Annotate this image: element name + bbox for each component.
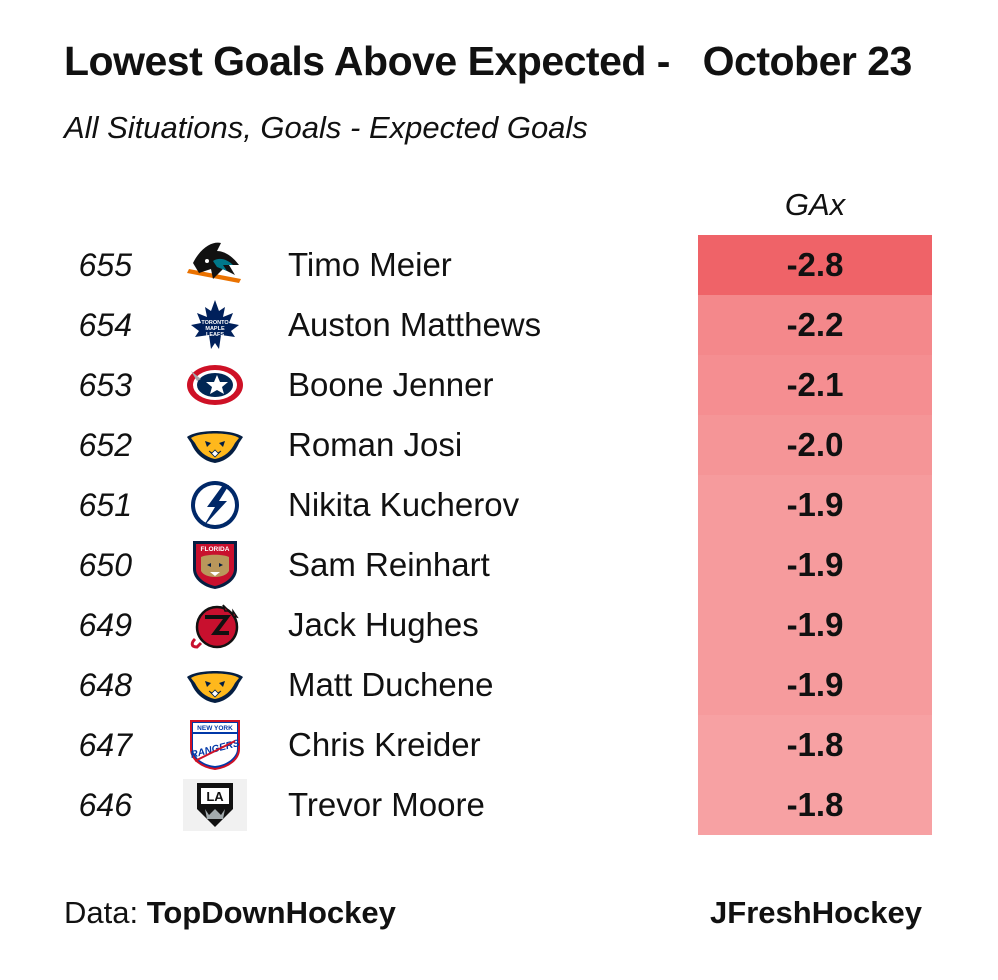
rank-label: 653	[78, 367, 132, 403]
sharks-logo-icon	[183, 239, 247, 291]
svg-text:NEW YORK: NEW YORK	[197, 725, 233, 732]
rank-label: 650	[78, 547, 132, 583]
player-name: Roman Josi	[288, 426, 463, 463]
gax-value-cell: -1.8	[698, 775, 932, 835]
gax-value-cell: -1.9	[698, 475, 932, 535]
gax-value-cell: -2.1	[698, 355, 932, 415]
svg-text:MAPLE: MAPLE	[205, 326, 225, 332]
brand-credit: JFreshHockey	[710, 895, 922, 930]
rank-label: 646	[78, 787, 132, 823]
panthers-logo-icon: FLORIDA	[183, 539, 247, 591]
maple-leafs-logo-icon: TORONTO MAPLE LEAFS	[183, 299, 247, 351]
predators-logo-icon	[183, 419, 247, 471]
lightning-logo-icon	[183, 479, 247, 531]
table-row: 648 Matt Duchene -1.9	[0, 655, 998, 715]
kings-logo-icon: LA	[183, 779, 247, 831]
table-row: 654 TORONTO MAPLE LEAFS Auston Matthews -…	[0, 295, 998, 355]
svg-text:TORONTO: TORONTO	[201, 320, 229, 326]
gax-value-cell: -2.8	[698, 235, 932, 295]
player-name: Nikita Kucherov	[288, 486, 520, 523]
svg-text:LEAFS: LEAFS	[206, 332, 224, 338]
data-source-credit: Data: TopDownHockey	[64, 895, 396, 931]
table-row: 647 NEW YORK RANGERS Chris Kreider -1.8	[0, 715, 998, 775]
gax-value-cell: -1.9	[698, 655, 932, 715]
data-prefix: Data:	[64, 895, 147, 930]
player-name: Auston Matthews	[288, 306, 542, 343]
rank-label: 652	[78, 427, 132, 463]
gax-column-header: GAx	[784, 187, 846, 222]
svg-text:LA: LA	[206, 789, 224, 804]
devils-logo-icon	[183, 599, 247, 651]
player-name: Timo Meier	[288, 246, 452, 283]
gax-value-cell: -1.8	[698, 715, 932, 775]
table-row: 652 Roman Josi -2.0	[0, 415, 998, 475]
gax-value-cell: -2.2	[698, 295, 932, 355]
svg-text:FLORIDA: FLORIDA	[201, 546, 230, 553]
table-row: 646 LA Trevor Moore -1.8	[0, 775, 998, 835]
table-row: 653 Boone Jenner -2.1	[0, 355, 998, 415]
table-row: 655 Timo Meier -2.8	[0, 235, 998, 295]
data-source: TopDownHockey	[146, 895, 396, 930]
gax-value-cell: -2.0	[698, 415, 932, 475]
table-row: 650 FLORIDA Sam Reinhart -1.9	[0, 535, 998, 595]
player-name: Sam Reinhart	[288, 546, 490, 583]
table-row: 651 Nikita Kucherov -1.9	[0, 475, 998, 535]
rank-label: 648	[78, 667, 132, 703]
rank-label: 655	[78, 247, 132, 283]
rank-label: 651	[78, 487, 132, 523]
rank-label: 647	[78, 727, 132, 763]
player-name: Chris Kreider	[288, 726, 481, 763]
player-name: Boone Jenner	[288, 366, 494, 403]
rank-label: 654	[78, 307, 132, 343]
gax-value-cell: -1.9	[698, 595, 932, 655]
blue-jackets-logo-icon	[183, 359, 247, 411]
player-name: Matt Duchene	[288, 666, 494, 703]
rank-label: 649	[78, 607, 132, 643]
rangers-logo-icon: NEW YORK RANGERS	[183, 719, 247, 771]
player-name: Jack Hughes	[288, 606, 479, 643]
chart-subtitle: All Situations, Goals - Expected Goals	[64, 110, 588, 145]
table-row: 649 Jack Hughes -1.9	[0, 595, 998, 655]
player-name: Trevor Moore	[288, 786, 485, 823]
predators-logo-icon	[183, 659, 247, 711]
gax-value-cell: -1.9	[698, 535, 932, 595]
chart-title: Lowest Goals Above Expected - October 23	[64, 38, 912, 84]
